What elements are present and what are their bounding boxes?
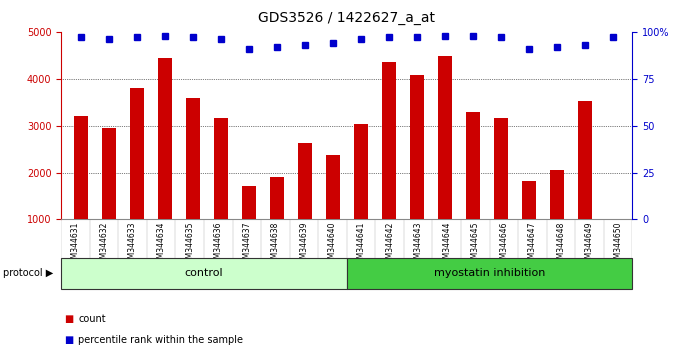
Bar <box>410 75 424 219</box>
Text: GSM344643: GSM344643 <box>413 221 423 268</box>
Text: GSM344646: GSM344646 <box>499 221 509 268</box>
Bar <box>298 143 312 219</box>
Text: GSM344647: GSM344647 <box>528 221 537 268</box>
Text: GSM344642: GSM344642 <box>385 221 394 268</box>
Text: GSM344634: GSM344634 <box>156 221 166 268</box>
Bar <box>61 258 347 289</box>
Text: GSM344645: GSM344645 <box>471 221 480 268</box>
Bar <box>74 116 88 219</box>
Text: GSM344648: GSM344648 <box>556 221 566 268</box>
Bar <box>214 118 228 219</box>
Text: GSM344633: GSM344633 <box>128 221 137 268</box>
Bar <box>522 182 536 219</box>
Bar <box>354 124 368 219</box>
Text: count: count <box>78 314 106 324</box>
Text: GSM344650: GSM344650 <box>613 221 623 268</box>
Bar <box>466 112 480 219</box>
Text: GSM344638: GSM344638 <box>271 221 280 268</box>
Bar <box>347 258 632 289</box>
Text: percentile rank within the sample: percentile rank within the sample <box>78 335 243 345</box>
Text: ■: ■ <box>65 314 74 324</box>
Text: GSM344635: GSM344635 <box>185 221 194 268</box>
Text: GDS3526 / 1422627_a_at: GDS3526 / 1422627_a_at <box>258 11 435 25</box>
Text: GSM344644: GSM344644 <box>442 221 452 268</box>
Bar <box>102 128 116 219</box>
Text: GSM344637: GSM344637 <box>242 221 252 268</box>
Text: myostatin inhibition: myostatin inhibition <box>434 268 545 279</box>
Bar <box>130 88 143 219</box>
Text: GSM344640: GSM344640 <box>328 221 337 268</box>
Bar <box>578 101 592 219</box>
Text: control: control <box>185 268 223 279</box>
Bar <box>550 170 564 219</box>
Text: GSM344639: GSM344639 <box>299 221 309 268</box>
Text: GSM344636: GSM344636 <box>214 221 223 268</box>
Bar <box>270 177 284 219</box>
Bar <box>494 118 508 219</box>
Text: protocol ▶: protocol ▶ <box>3 268 53 279</box>
Text: GSM344632: GSM344632 <box>99 221 109 268</box>
Bar <box>438 56 452 219</box>
Text: GSM344641: GSM344641 <box>356 221 366 268</box>
Text: ■: ■ <box>65 335 74 345</box>
Text: GSM344649: GSM344649 <box>585 221 594 268</box>
Text: GSM344631: GSM344631 <box>71 221 80 268</box>
Bar <box>326 155 340 219</box>
Bar <box>158 58 172 219</box>
Bar <box>242 186 256 219</box>
Bar <box>381 62 396 219</box>
Bar <box>186 97 200 219</box>
